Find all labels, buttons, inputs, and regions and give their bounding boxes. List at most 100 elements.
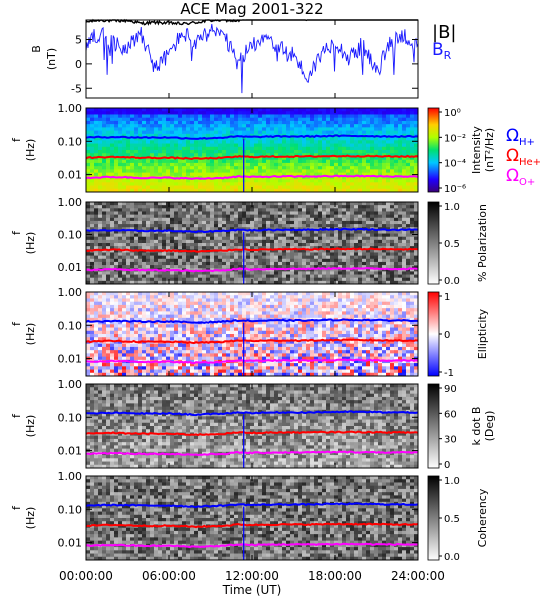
spectrogram-cell (390, 217, 395, 222)
spectrogram-cell (86, 274, 91, 279)
spectrogram-cell (398, 114, 403, 119)
spectrogram-cell (414, 280, 419, 285)
spectrogram-cell (358, 185, 363, 190)
spectrogram-cell (302, 277, 307, 282)
spectrogram-cell (186, 205, 191, 209)
spectrogram-cell (138, 233, 143, 238)
spectrogram-cell (86, 246, 91, 250)
spectrogram-cell (158, 205, 163, 209)
spectrogram-cell (310, 162, 315, 167)
spectrogram-cell (354, 233, 359, 238)
spectrogram-cell (174, 311, 179, 316)
spectrogram-cell (150, 140, 155, 144)
spectrogram-cell (106, 236, 111, 241)
spectrogram-cell (158, 265, 163, 269)
spectrogram-cell (314, 124, 319, 128)
spectrogram-cell (318, 311, 323, 316)
spectrogram-cell (298, 246, 303, 250)
spectrogram-cell (378, 208, 383, 212)
spectrogram-cell (110, 308, 115, 312)
spectrogram-cell (130, 314, 135, 319)
spectrogram-cell (214, 224, 219, 228)
spectrogram-cell (406, 159, 411, 164)
spectrogram-cell (130, 208, 135, 212)
spectrogram-cell (262, 179, 267, 183)
spectrogram-cell (250, 227, 255, 231)
spectrogram-cell (150, 220, 155, 225)
spectrogram-cell (374, 188, 379, 193)
spectrogram-cell (370, 166, 375, 170)
spectrogram-cell (202, 175, 207, 180)
spectrogram-cell (174, 169, 179, 174)
spectrogram-cell (374, 127, 379, 132)
spectrogram-cell (202, 239, 207, 244)
spectrogram-cell (318, 117, 323, 122)
spectrogram-cell (410, 255, 415, 260)
spectrogram-cell (150, 179, 155, 183)
spectrogram-cell (398, 175, 403, 180)
spectrogram-cell (406, 236, 411, 241)
spectrogram-cell (346, 295, 351, 299)
spectrogram-cell (362, 117, 367, 122)
spectrogram-cell (182, 255, 187, 260)
spectrogram-cell (282, 108, 287, 112)
spectrogram-cell (350, 130, 355, 135)
spectrogram-cell (370, 114, 375, 119)
spectrogram-cell (270, 124, 275, 128)
spectrogram-cell (382, 162, 387, 167)
spectrogram-cell (314, 252, 319, 257)
spectrogram-cell (346, 137, 351, 141)
spectrogram-cell (214, 261, 219, 266)
spectrogram-cell (114, 159, 119, 164)
spectrogram-cell (170, 133, 175, 138)
spectrogram-cell (314, 127, 319, 132)
spectrogram-cell (370, 159, 375, 164)
spectrogram-cell (110, 150, 115, 154)
spectrogram-cell (122, 217, 127, 222)
spectrogram-cell (354, 280, 359, 285)
spectrogram-cell (170, 127, 175, 132)
spectrogram-cell (318, 255, 323, 260)
spectrogram-cell (102, 224, 107, 228)
spectrogram-cell (358, 179, 363, 183)
spectrogram-cell (346, 233, 351, 238)
spectrogram-cell (270, 130, 275, 135)
spectrogram-cell (262, 153, 267, 157)
spectrogram-cell (154, 280, 159, 285)
spectrogram-cell (182, 239, 187, 244)
spectrogram-cell (398, 117, 403, 122)
spectrogram-cell (134, 252, 139, 257)
spectrogram-cell (414, 274, 419, 279)
spectrogram-cell (382, 143, 387, 148)
spectrogram-cell (90, 159, 95, 164)
spectrogram-cell (398, 146, 403, 151)
spectrogram-cell (278, 301, 283, 306)
spectrogram-cell (134, 108, 139, 112)
spectrogram-cell (134, 304, 139, 309)
spectrogram-cell (190, 205, 195, 209)
spectrogram-cell (166, 182, 171, 186)
spectrogram-cell (194, 308, 199, 312)
spectrogram-cell (282, 211, 287, 216)
spectrogram-cell (238, 252, 243, 257)
spectrogram-cell (190, 143, 195, 148)
spectrogram-cell (402, 153, 407, 157)
spectrogram-cell (366, 179, 371, 183)
spectrogram-cell (230, 130, 235, 135)
spectrogram-cell (310, 292, 315, 296)
spectrogram-cell (154, 133, 159, 138)
spectrogram-cell (314, 205, 319, 209)
spectrogram-cell (366, 169, 371, 174)
spectrogram-cell (198, 146, 203, 151)
spectrogram-cell (294, 227, 299, 231)
spectrogram-cell (222, 292, 227, 296)
spectrogram-cell (342, 185, 347, 190)
spectrogram-cell (366, 280, 371, 285)
spectrogram-cell (406, 265, 411, 269)
spectrogram-cell (278, 108, 283, 112)
spectrogram-cell (306, 220, 311, 225)
spectrogram-cell (146, 304, 151, 309)
spectrogram-cell (350, 205, 355, 209)
spectrogram-cell (334, 298, 339, 303)
spectrogram-cell (342, 230, 347, 234)
